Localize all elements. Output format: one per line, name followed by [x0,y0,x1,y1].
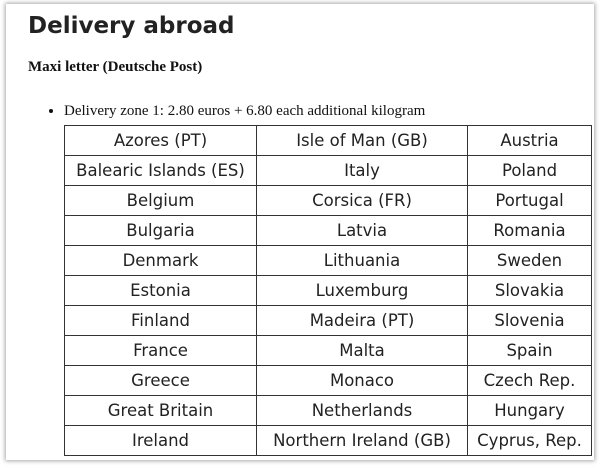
table-cell: Greece [64,365,257,396]
table-cell: Poland [467,155,592,186]
table-cell: Malta [256,335,468,366]
table-cell: Northern Ireland (GB) [256,425,468,456]
table-row: Great Britain Netherlands Hungary [64,395,592,426]
table-cell: Azores (PT) [64,125,257,156]
table-cell: Bulgaria [64,215,257,246]
table-cell: Slovenia [467,305,592,336]
section-subtitle: Maxi letter (Deutsche Post) [28,59,203,75]
table-row: Finland Madeira (PT) Slovenia [64,305,592,336]
table-cell: Lithuania [256,245,468,276]
table-row: Greece Monaco Czech Rep. [64,365,592,396]
table-cell: Portugal [467,185,592,216]
table-cell: France [64,335,257,366]
table-cell: Finland [64,305,257,336]
table-row: Bulgaria Latvia Romania [64,215,592,246]
table-cell: Luxemburg [256,275,468,306]
table-row: Belgium Corsica (FR) Portugal [64,185,592,216]
table-row: France Malta Spain [64,335,592,366]
country-table: Azores (PT) Isle of Man (GB) Austria Balear… [64,125,592,456]
table-cell: Great Britain [64,395,257,426]
table-cell: Ireland [64,425,257,456]
table-cell: Madeira (PT) [256,305,468,336]
table-row: Denmark Lithuania Sweden [64,245,592,276]
table-row: Ireland Northern Ireland (GB) Cyprus, Rep. [64,425,592,456]
table-cell: Spain [467,335,592,366]
content-panel: Delivery abroad Maxi letter (Deutsche Po… [6,4,594,460]
table-cell: Czech Rep. [467,365,592,396]
zone-list: Delivery zone 1: 2.80 euros + 6.80 each … [48,103,425,120]
table-cell: Latvia [256,215,468,246]
table-cell: Netherlands [256,395,468,426]
table-cell: Isle of Man (GB) [256,125,468,156]
table-cell: Romania [467,215,592,246]
table-cell: Slovakia [467,275,592,306]
page-title: Delivery abroad [28,13,235,39]
table-cell: Cyprus, Rep. [467,425,592,456]
table-row: Estonia Luxemburg Slovakia [64,275,592,306]
zone-item: Delivery zone 1: 2.80 euros + 6.80 each … [64,103,425,120]
table-cell: Monaco [256,365,468,396]
table-cell: Sweden [467,245,592,276]
table-cell: Denmark [64,245,257,276]
table-cell: Estonia [64,275,257,306]
table-cell: Balearic Islands (ES) [64,155,257,186]
table-cell: Corsica (FR) [256,185,468,216]
table-cell: Italy [256,155,468,186]
table-row: Balearic Islands (ES) Italy Poland [64,155,592,186]
table-cell: Austria [467,125,592,156]
table-row: Azores (PT) Isle of Man (GB) Austria [64,125,592,156]
table-cell: Hungary [467,395,592,426]
table-cell: Belgium [64,185,257,216]
